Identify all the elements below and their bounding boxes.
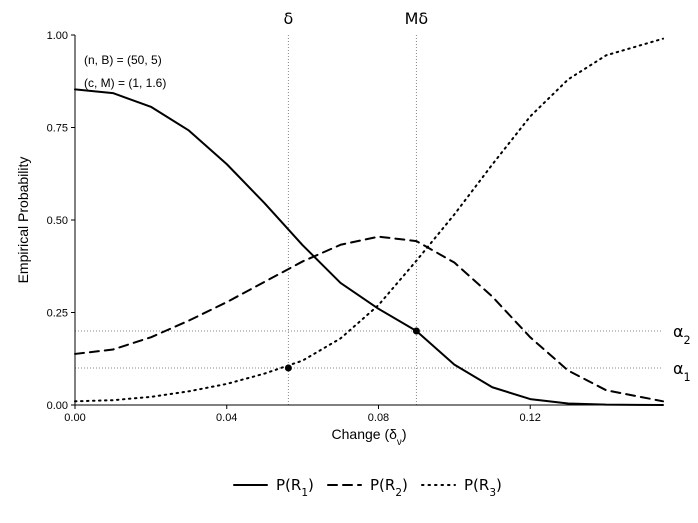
hline-label-sub-1: 2 — [684, 334, 691, 347]
y-tick-label-1: 0.00 — [47, 400, 68, 412]
legend-label-sub-3: 3 — [489, 487, 496, 499]
legend-label-sub-1: 1 — [301, 487, 308, 499]
y-tick-label-4: 0.75 — [47, 123, 68, 135]
y-axis-title: Empirical Probability — [15, 157, 31, 284]
x-tick-label-1: 0.00 — [64, 412, 85, 424]
series-line-1 — [74, 88, 664, 406]
marker-point-2 — [412, 327, 420, 335]
y-tick-label-5: 1.00 — [47, 30, 68, 42]
y-tick-label-3: 0.50 — [47, 215, 68, 227]
legend-label-sub-2: 2 — [395, 487, 402, 499]
annotation-nb: (n, B) = (50, 5) — [84, 53, 162, 67]
x-tick-label-3: 0.08 — [368, 412, 389, 424]
axes: 0.000.250.500.751.000.00 0.04 0.08 0.12Chan… — [15, 30, 663, 448]
vline-label-2: Mδ — [405, 9, 429, 28]
series-line-2 — [74, 235, 664, 403]
annotation-cm: (c, M) = (1, 1.6) — [84, 76, 166, 90]
x-tick-label-2: 0.04 — [216, 412, 237, 424]
hline-label-sub-2: 1 — [684, 371, 691, 384]
x-axis-title-sub: ν — [397, 437, 402, 448]
y-tick-label-2: 0.25 — [47, 308, 68, 320]
vline-label-1: δ — [283, 9, 293, 28]
x-tick-label-4: 0.12 — [520, 412, 541, 424]
marker-point-1 — [284, 364, 292, 372]
annotations: (n, B) = (50, 5) (c, M) = (1, 1.6) — [84, 53, 166, 90]
series-line-3 — [74, 37, 664, 403]
